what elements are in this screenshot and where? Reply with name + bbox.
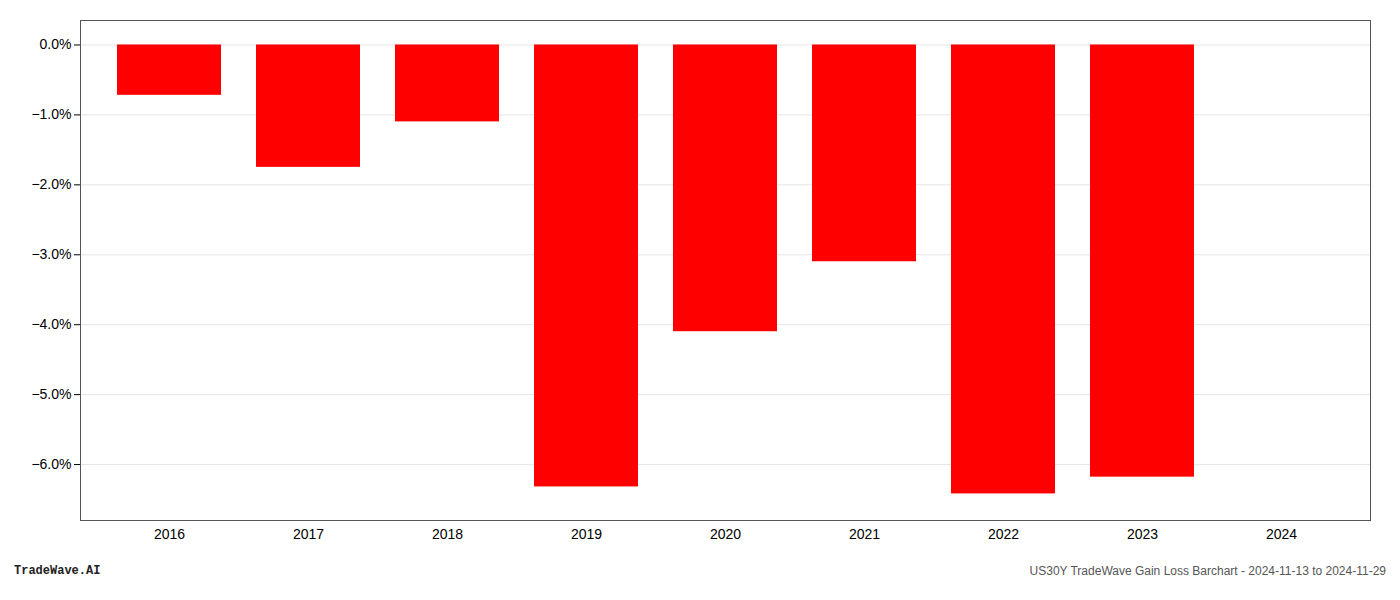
html-text:US30Y TradeWave Gain Loss Barc: US30Y TradeWave Gain Loss Barchart - 202… — [1029, 564, 1386, 578]
svg-text:2019: 2019 — [571, 526, 602, 542]
svg-text:−2.0%: −2.0% — [31, 176, 71, 192]
svg-text:−6.0%: −6.0% — [31, 456, 71, 472]
svg-text:2023: 2023 — [1127, 526, 1158, 542]
html-text:TradeWave.AI: TradeWave.AI — [14, 564, 101, 578]
svg-text:−1.0%: −1.0% — [31, 106, 71, 122]
svg-text:−4.0%: −4.0% — [31, 316, 71, 332]
svg-text:2020: 2020 — [710, 526, 741, 542]
svg-text:0.0%: 0.0% — [40, 36, 72, 52]
svg-text:2024: 2024 — [1266, 526, 1297, 542]
svg-text:2021: 2021 — [849, 526, 880, 542]
svg-text:−5.0%: −5.0% — [31, 386, 71, 402]
svg-text:2022: 2022 — [988, 526, 1019, 542]
svg-text:−3.0%: −3.0% — [31, 246, 71, 262]
svg-text:2018: 2018 — [432, 526, 463, 542]
svg-text:2017: 2017 — [293, 526, 324, 542]
svg-text:2016: 2016 — [154, 526, 185, 542]
